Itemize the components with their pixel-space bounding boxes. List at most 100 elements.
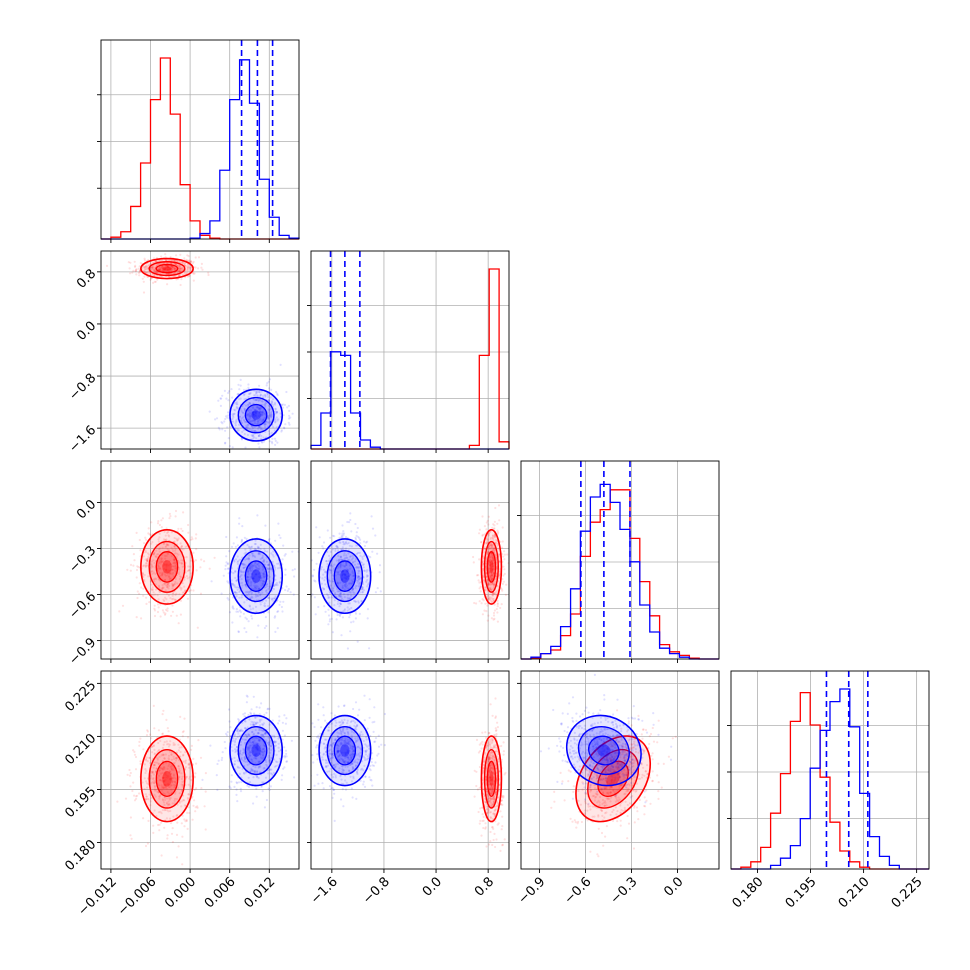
scatter-point bbox=[254, 394, 257, 397]
scatter-point bbox=[254, 539, 257, 542]
scatter-point bbox=[256, 546, 259, 549]
scatter-point bbox=[496, 529, 499, 532]
scatter-point bbox=[277, 562, 280, 565]
scatter-point bbox=[203, 805, 206, 808]
scatter-point bbox=[190, 748, 193, 751]
scatter-point bbox=[237, 630, 240, 634]
density-contour-blue-2 bbox=[237, 396, 275, 434]
scatter-point bbox=[269, 566, 272, 570]
scatter-point bbox=[342, 576, 345, 579]
scatter-point bbox=[166, 268, 170, 271]
scatter-point bbox=[217, 759, 220, 762]
scatter-point bbox=[490, 570, 493, 573]
scatter-point bbox=[159, 268, 162, 271]
scatter-point bbox=[197, 256, 201, 259]
scatter-point bbox=[239, 575, 242, 578]
scatter-point bbox=[166, 543, 169, 547]
scatter-point bbox=[345, 563, 348, 567]
scatter-point bbox=[479, 819, 482, 823]
scatter-point bbox=[262, 561, 265, 564]
scatter-point bbox=[181, 262, 184, 265]
scatter-point bbox=[175, 564, 178, 567]
scatter-point bbox=[354, 617, 357, 620]
scatter-point bbox=[331, 631, 334, 634]
scatter-point bbox=[149, 533, 152, 537]
scatter-point bbox=[266, 708, 269, 711]
scatter-point bbox=[157, 729, 160, 732]
scatter-point bbox=[272, 550, 275, 553]
scatter-point bbox=[328, 620, 331, 623]
scatter-point bbox=[237, 392, 240, 396]
scatter-point bbox=[247, 581, 250, 584]
scatter-point bbox=[147, 532, 150, 535]
scatter-point bbox=[478, 822, 481, 825]
scatter-point bbox=[483, 525, 486, 528]
scatter-point bbox=[267, 399, 270, 402]
scatter-point bbox=[237, 630, 240, 633]
scatter-point bbox=[175, 833, 179, 837]
scatter-point bbox=[259, 593, 262, 596]
scatter-point bbox=[251, 573, 254, 576]
scatter-point bbox=[287, 587, 290, 591]
scatter-point bbox=[258, 410, 262, 413]
scatter-point bbox=[230, 545, 234, 549]
scatter-point bbox=[487, 523, 490, 526]
scatter-point bbox=[250, 429, 253, 432]
scatter-point bbox=[160, 557, 163, 560]
scatter-point bbox=[160, 266, 163, 269]
scatter-point bbox=[164, 534, 167, 537]
scatter-point bbox=[235, 586, 238, 589]
scatter-point bbox=[146, 267, 149, 270]
scatter-point bbox=[166, 268, 169, 271]
density-contour-red-2 bbox=[148, 261, 186, 277]
scatter-point bbox=[254, 411, 257, 414]
scatter-point bbox=[245, 618, 248, 621]
scatter-point bbox=[252, 577, 255, 580]
scatter-point bbox=[487, 538, 490, 541]
scatter-point bbox=[161, 609, 164, 612]
scatter-point bbox=[249, 608, 252, 611]
scatter-point bbox=[341, 578, 344, 581]
scatter-point bbox=[129, 771, 132, 775]
scatter-point bbox=[257, 407, 260, 410]
scatter-point bbox=[351, 557, 355, 560]
scatter-point bbox=[506, 553, 509, 556]
scatter-point bbox=[489, 576, 492, 579]
scatter-point bbox=[488, 544, 491, 547]
scatter-point bbox=[183, 804, 186, 807]
scatter-point bbox=[173, 263, 176, 266]
scatter-point bbox=[263, 806, 266, 809]
scatter-point bbox=[271, 401, 274, 404]
scatter-point bbox=[496, 599, 499, 603]
scatter-point bbox=[142, 575, 145, 579]
scatter-point bbox=[274, 583, 277, 586]
scatter-point bbox=[482, 567, 485, 571]
scatter-point bbox=[361, 590, 364, 594]
scatter-point bbox=[341, 572, 345, 575]
scatter-point bbox=[502, 741, 505, 744]
scatter-point bbox=[269, 420, 272, 423]
scatter-point bbox=[160, 259, 164, 262]
scatter-point bbox=[250, 614, 253, 618]
scatter-point bbox=[179, 253, 182, 256]
scatter-point bbox=[215, 417, 219, 420]
scatter-point bbox=[261, 582, 264, 585]
scatter-point bbox=[167, 587, 170, 590]
scatter-point bbox=[226, 580, 229, 583]
scatter-point bbox=[232, 584, 235, 587]
scatter-point bbox=[244, 583, 247, 586]
scatter-point bbox=[251, 617, 254, 620]
scatter-point bbox=[247, 572, 250, 576]
scatter-point bbox=[181, 582, 184, 585]
scatter-point bbox=[163, 582, 166, 585]
scatter-point bbox=[176, 821, 179, 824]
scatter-point bbox=[144, 266, 147, 269]
scatter-point bbox=[225, 734, 229, 737]
scatter-point bbox=[281, 729, 284, 732]
scatter-point bbox=[176, 539, 179, 542]
scatter-point bbox=[289, 591, 292, 594]
scatter-point bbox=[164, 778, 167, 782]
scatter-point bbox=[247, 557, 250, 560]
scatter-point bbox=[275, 390, 278, 394]
scatter-point bbox=[165, 269, 168, 272]
